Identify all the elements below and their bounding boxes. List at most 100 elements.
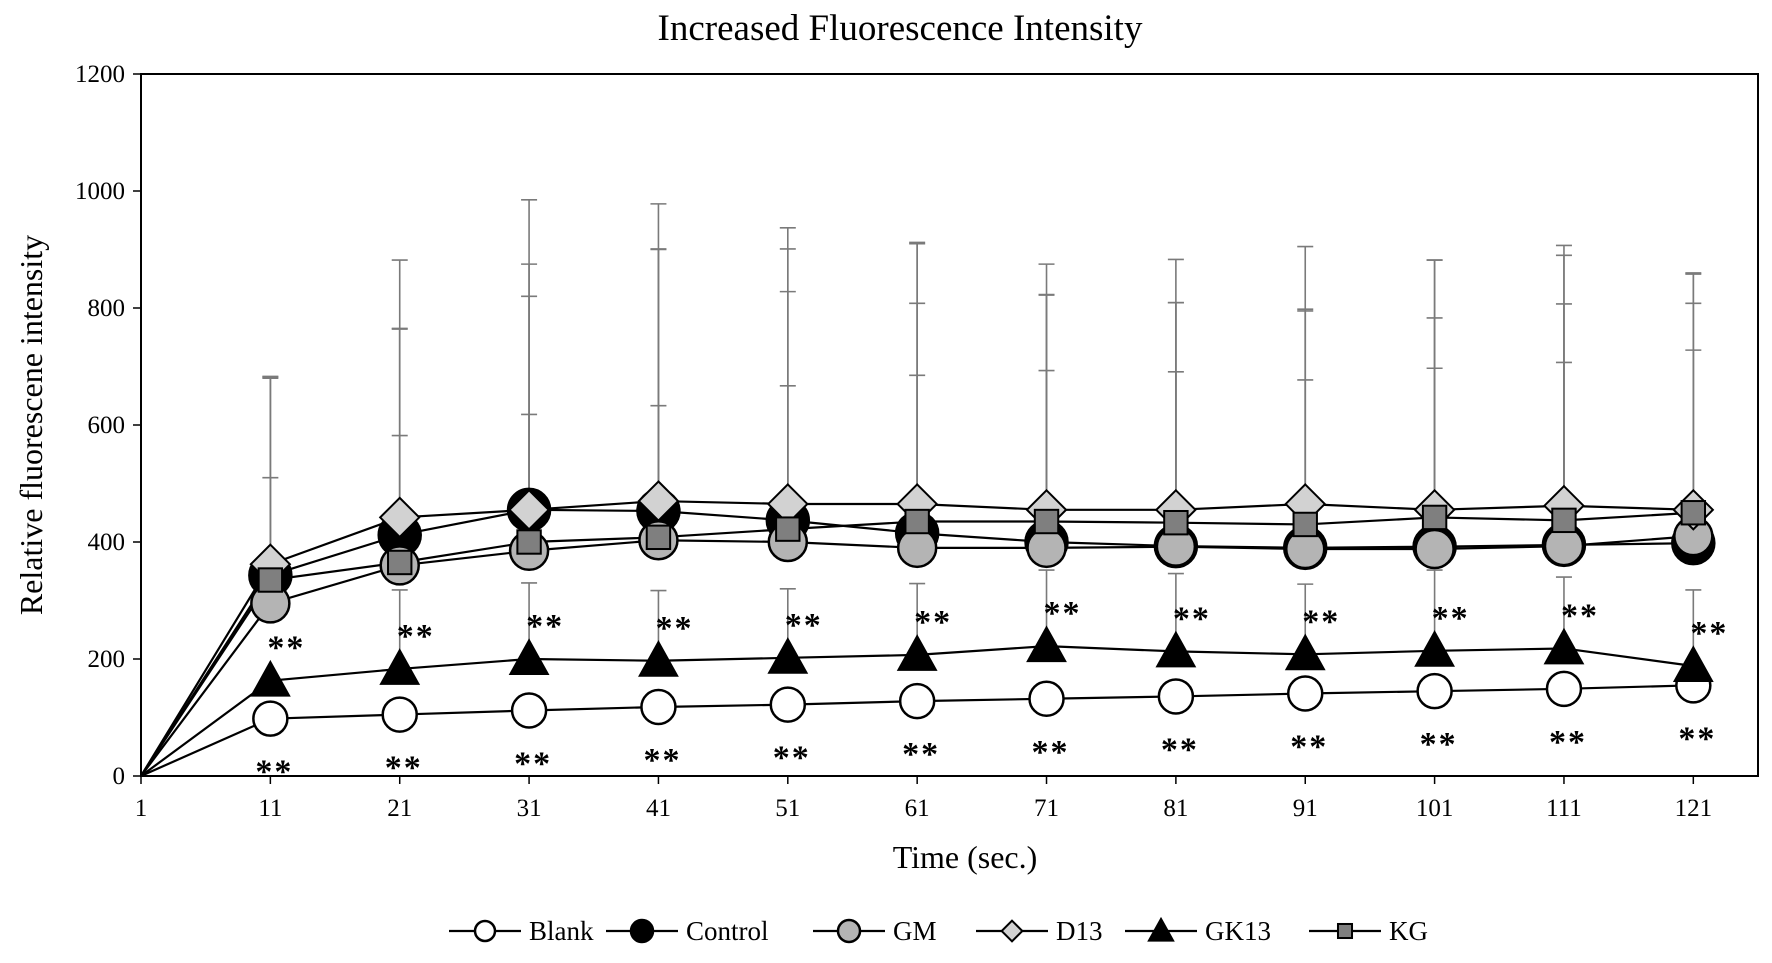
x-axis-label: Time (sec.) xyxy=(893,839,1038,875)
x-tick-label: 1 xyxy=(135,795,148,822)
marker-kg xyxy=(904,508,930,535)
y-axis-label: Relative fluorescene intensity xyxy=(13,235,49,615)
marker-gk13 xyxy=(1543,627,1585,665)
marker-blank xyxy=(1286,675,1324,712)
marker-gk13 xyxy=(379,648,421,685)
marker-kg xyxy=(1680,500,1707,526)
significance-mark-gk13: ** xyxy=(267,630,305,667)
marker-blank xyxy=(510,692,548,729)
legend-label-gm: GM xyxy=(893,916,937,946)
x-tick-label: 21 xyxy=(387,795,412,822)
y-tick-label: 1000 xyxy=(75,178,125,205)
x-tick-label: 81 xyxy=(1163,795,1188,822)
marker-kg xyxy=(645,524,672,551)
significance-mark-gk13: ** xyxy=(785,607,823,644)
marker-blank xyxy=(769,686,807,723)
legend-label-d13: D13 xyxy=(1056,916,1103,946)
x-tick-label: 61 xyxy=(905,795,930,822)
significance-mark-blank: ** xyxy=(902,736,940,773)
significance-mark-gk13: ** xyxy=(1690,615,1728,652)
significance-mark-blank: ** xyxy=(514,745,552,782)
significance-mark-blank: ** xyxy=(1420,726,1458,763)
significance-mark-gk13: ** xyxy=(914,604,952,641)
x-tick-label: 121 xyxy=(1675,795,1713,822)
marker-gk13 xyxy=(1284,633,1326,671)
y-axis: 0 200 400 600 800 1000 1200 xyxy=(75,61,141,790)
significance-mark-blank: ** xyxy=(255,754,293,791)
significance-mark-gk13: ** xyxy=(1173,600,1211,637)
marker-blank xyxy=(640,688,677,726)
legend-label-control: Control xyxy=(686,916,769,946)
legend: Blank Control GM D13 GK13 KG xyxy=(449,916,1428,946)
legend-marker-gk13 xyxy=(1147,916,1175,942)
legend-marker-blank xyxy=(473,919,497,943)
legend-marker-kg xyxy=(1336,922,1354,940)
marker-blank xyxy=(381,696,418,733)
marker-blank xyxy=(1416,672,1453,710)
marker-gk13 xyxy=(1414,630,1455,667)
marker-gk13 xyxy=(896,634,938,671)
significance-mark-blank: ** xyxy=(385,750,423,787)
marker-gk13 xyxy=(249,659,291,697)
significance-mark-blank: ** xyxy=(1549,724,1587,761)
y-tick-label: 200 xyxy=(88,646,126,673)
y-tick-label: 600 xyxy=(88,412,126,439)
x-tick-label: 91 xyxy=(1293,795,1318,822)
significance-mark-gk13: ** xyxy=(655,610,693,647)
marker-kg xyxy=(257,567,284,593)
x-tick-label: 51 xyxy=(775,795,800,822)
x-axis: 1 11 21 31 41 51 61 71 81 91 101 111 121 xyxy=(135,776,1712,822)
significance-mark-gk13: ** xyxy=(526,608,564,645)
marker-gk13 xyxy=(638,639,679,677)
y-tick-label: 1200 xyxy=(75,61,125,88)
marker-blank xyxy=(252,700,289,737)
chart-title: Increased Fluorescence Intensity xyxy=(658,8,1143,49)
marker-gk13 xyxy=(1672,645,1714,682)
significance-mark-blank: ** xyxy=(1161,731,1199,768)
significance-mark-blank: ** xyxy=(1290,729,1328,766)
x-tick-label: 101 xyxy=(1416,795,1454,822)
x-tick-label: 111 xyxy=(1546,795,1582,822)
marker-kg xyxy=(1163,509,1189,536)
legend-marker-control xyxy=(629,918,655,944)
significance-mark-blank: ** xyxy=(1678,720,1716,757)
y-tick-label: 800 xyxy=(88,295,126,322)
significance-mark-blank: ** xyxy=(773,740,811,777)
marker-kg xyxy=(387,549,413,576)
error-bars xyxy=(262,198,1702,669)
marker-gk13 xyxy=(767,637,809,674)
significance-mark-gk13: ** xyxy=(397,618,435,655)
marker-kg xyxy=(1421,504,1448,531)
legend-marker-gm xyxy=(836,918,862,944)
legend-label-gk13: GK13 xyxy=(1205,916,1271,946)
marker-kg xyxy=(1292,511,1318,538)
marker-blank xyxy=(1157,678,1195,715)
x-tick-label: 11 xyxy=(258,795,282,822)
significance-mark-gk13: ** xyxy=(1302,603,1340,640)
marker-gm xyxy=(896,527,938,569)
y-tick-label: 0 xyxy=(113,763,126,790)
marker-gk13 xyxy=(1026,625,1067,663)
legend-label-kg: KG xyxy=(1389,916,1428,946)
x-tick-label: 71 xyxy=(1034,795,1059,822)
marker-gk13 xyxy=(508,638,550,675)
marker-kg xyxy=(1551,507,1577,534)
marker-gm xyxy=(1026,527,1067,569)
marker-kg xyxy=(775,516,801,542)
significance-mark-gk13: ** xyxy=(1432,600,1470,637)
significance-mark-blank: ** xyxy=(1032,734,1070,771)
significance-mark-blank: ** xyxy=(643,742,681,779)
marker-blank xyxy=(898,682,936,720)
marker-blank xyxy=(1028,680,1065,718)
marker-gk13 xyxy=(1155,630,1197,668)
marker-d13 xyxy=(637,480,680,523)
significance-mark-gk13: ** xyxy=(1044,595,1082,632)
marker-d13 xyxy=(378,496,421,539)
marker-kg xyxy=(516,529,542,555)
marker-blank xyxy=(1545,670,1583,708)
legend-label-blank: Blank xyxy=(529,916,594,946)
marker-kg xyxy=(1033,508,1060,535)
significance-annotations: ** ** ** ** ** ** ** ** ** ** ** ** ** ** ** ** ** ** ** **… xyxy=(255,595,1728,791)
x-tick-label: 31 xyxy=(517,795,542,822)
